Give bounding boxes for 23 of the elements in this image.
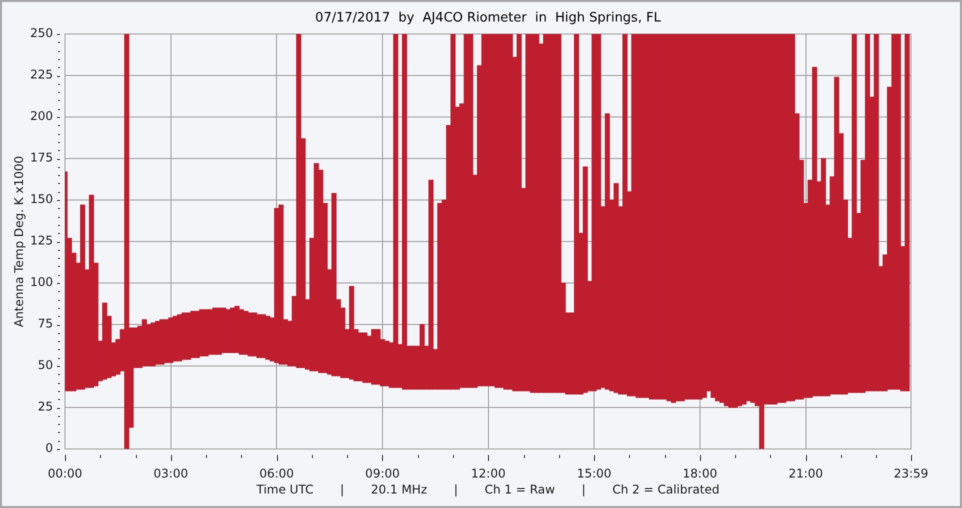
x-tick-label: 06:00: [259, 466, 294, 480]
x-tick-label: 15:00: [576, 466, 612, 480]
x-tick-label: 23:59: [894, 466, 928, 480]
y-tick-label: 125: [30, 234, 53, 248]
x-axis-title: Time UTC | 20.1 MHz | Ch 1 = Raw | Ch 2 = Calibrated: [255, 482, 720, 497]
x-tick-label: 09:00: [365, 466, 400, 480]
y-tick-label: 75: [38, 316, 53, 331]
y-tick-label: 250: [30, 26, 53, 40]
x-tick-label: 18:00: [682, 466, 718, 480]
y-tick-label: 25: [38, 400, 53, 414]
chart-title: 07/17/2017 by AJ4CO Riometer in High Springs, FL: [315, 10, 662, 26]
y-tick-label: 175: [30, 150, 53, 165]
y-tick-label: 225: [30, 68, 53, 82]
y-tick-label: 150: [30, 192, 53, 206]
y-tick-label: 0: [45, 441, 53, 456]
y-tick-label: 200: [30, 109, 53, 124]
x-tick-label: 21:00: [788, 466, 824, 480]
y-tick-label: 100: [30, 275, 53, 290]
y-axis-title: Antenna Temp Deg. K x1000: [12, 156, 26, 328]
x-tick-label: 12:00: [471, 466, 506, 480]
x-tick-label: 03:00: [154, 466, 188, 480]
y-tick-label: 50: [38, 358, 53, 372]
x-tick-label: 00:00: [48, 466, 82, 480]
